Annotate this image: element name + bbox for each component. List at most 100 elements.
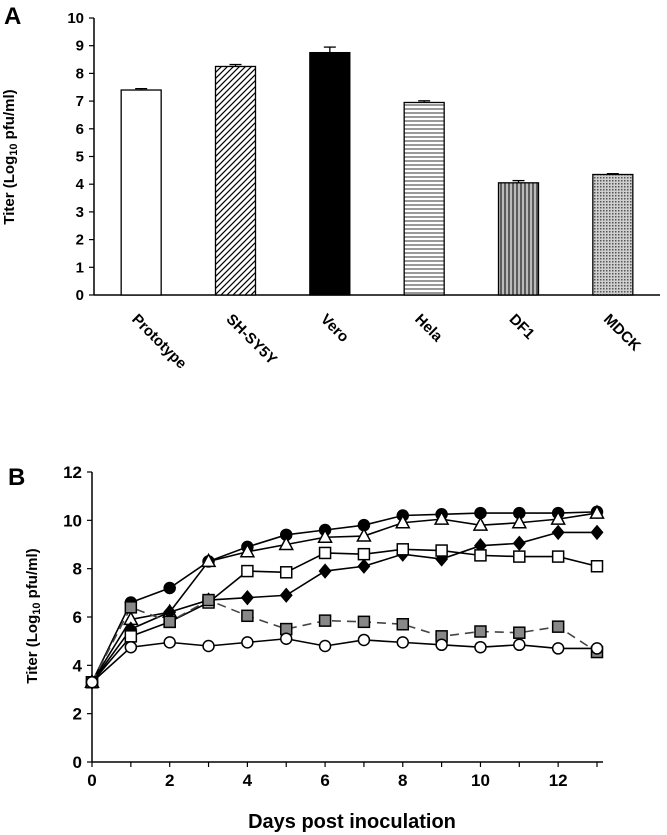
data-point-open-square: [318, 546, 332, 560]
category-label: DF1: [506, 311, 538, 343]
y-tick-label: 12: [63, 463, 82, 482]
data-point-open-triangle: [395, 514, 411, 529]
data-point-open-square: [551, 550, 565, 563]
bar-sh-sy5y: [214, 65, 257, 296]
data-point-open-circle: [357, 633, 371, 647]
x-tick-label: 2: [165, 771, 174, 790]
series-line-gray-square: [91, 599, 598, 683]
series-line-open-triangle: [91, 512, 598, 683]
data-point-open-square: [474, 549, 487, 562]
data-point-open-circle: [396, 636, 410, 649]
data-point-gray-square: [396, 618, 410, 631]
x-tick-label: 6: [320, 771, 329, 790]
panel-b-line-chart: B Titer (Log10 pfu/ml) Days post inocula…: [8, 463, 605, 833]
y-tick-label: 6: [76, 121, 84, 138]
category-label: SH-SY5Y: [223, 311, 280, 368]
y-tick-label: 8: [73, 560, 82, 579]
data-point-gray-square: [202, 593, 215, 607]
x-tick-label: 4: [243, 771, 253, 790]
data-point-filled-circle: [163, 581, 176, 595]
data-point-open-circle: [435, 638, 448, 652]
series-open-triangle: [84, 504, 605, 688]
data-point-filled-diamond: [590, 524, 604, 541]
data-point-open-square: [513, 550, 526, 563]
data-point-open-square: [396, 543, 410, 556]
panel-b-x-axis-label: Days post inoculation: [248, 811, 456, 833]
data-point-open-triangle: [433, 510, 450, 525]
series-gray-square: [85, 593, 604, 689]
x-tick-label: 8: [398, 771, 407, 790]
y-tick-label: 1: [76, 259, 84, 276]
panel-a-y-axis-label: Titer (Log10 pfu/ml): [1, 89, 20, 224]
data-point-open-circle: [202, 639, 215, 653]
data-point-open-triangle: [356, 527, 372, 542]
panel-a-bar-chart: A Titer (Log10 pfu/ml) 0 1 2 3 4 5 6 7 8 9 10 Prot…: [1, 3, 660, 372]
data-point-filled-diamond: [318, 563, 332, 579]
bar-hela: [403, 101, 445, 296]
y-tick-label: 7: [76, 93, 84, 110]
panel-b-label: B: [8, 464, 25, 491]
data-point-open-circle: [513, 638, 526, 652]
category-label: Prototype: [128, 311, 190, 373]
data-point-filled-diamond: [240, 590, 254, 606]
data-point-open-triangle: [200, 552, 217, 568]
data-point-open-square: [279, 566, 293, 579]
y-tick-label: 4: [76, 176, 85, 193]
series-filled-circle: [85, 505, 604, 689]
data-point-open-circle: [163, 636, 176, 649]
data-point-open-circle: [551, 642, 565, 655]
data-point-open-triangle: [278, 535, 294, 551]
y-tick-label: 10: [63, 511, 82, 530]
panel-b-y-axis-label: Titer (Log10 pfu/ml): [24, 548, 43, 683]
data-point-open-square: [124, 630, 138, 643]
y-tick-label: 8: [76, 65, 84, 82]
data-point-filled-diamond: [279, 587, 293, 603]
category-label: Vero: [317, 311, 352, 346]
y-tick-label: 4: [73, 656, 83, 675]
data-point-open-triangle: [550, 510, 566, 525]
data-point-gray-square: [551, 620, 565, 633]
data-point-gray-square: [163, 615, 176, 629]
y-tick-label: 2: [73, 705, 82, 724]
x-tick-label: 10: [471, 771, 490, 790]
data-point-open-square: [435, 544, 448, 557]
data-point-gray-square: [124, 601, 138, 614]
y-tick-label: 9: [76, 38, 84, 55]
series-line-open-circle: [91, 637, 597, 683]
data-point-open-circle: [590, 642, 604, 655]
bar-vero: [309, 51, 351, 296]
data-point-filled-diamond: [357, 558, 371, 574]
data-point-open-square: [241, 564, 254, 578]
bar-df1: [497, 182, 540, 296]
series-line-open-square: [91, 548, 598, 683]
x-tick-label: 0: [87, 771, 96, 790]
data-point-gray-square: [357, 615, 371, 629]
y-tick-label: 6: [73, 608, 82, 627]
data-point-open-square: [357, 547, 371, 561]
series-line-filled-diamond: [91, 531, 597, 683]
data-point-gray-square: [474, 625, 487, 638]
y-tick-label: 3: [76, 204, 84, 221]
category-label: Hela: [411, 311, 446, 346]
data-point-open-triangle: [317, 528, 333, 543]
y-tick-label: 0: [73, 753, 82, 772]
series-line-filled-circle: [91, 511, 598, 683]
category-label: MDCK: [600, 311, 644, 355]
data-point-open-triangle: [511, 514, 528, 529]
bar-prototype: [120, 89, 162, 296]
y-tick-label: 10: [67, 10, 84, 27]
data-point-open-circle: [124, 640, 138, 654]
y-tick-label: 5: [76, 149, 84, 166]
data-point-open-triangle: [472, 516, 489, 531]
series-open-circle: [85, 632, 604, 689]
data-point-open-circle: [241, 636, 254, 649]
x-tick-label: 12: [549, 771, 568, 790]
data-point-open-triangle: [239, 543, 256, 558]
data-point-open-circle: [318, 639, 332, 653]
data-point-open-circle: [279, 632, 293, 645]
data-point-filled-diamond: [551, 524, 565, 541]
data-point-filled-diamond: [512, 535, 526, 551]
data-point-gray-square: [513, 626, 526, 639]
data-point-gray-square: [241, 609, 254, 623]
